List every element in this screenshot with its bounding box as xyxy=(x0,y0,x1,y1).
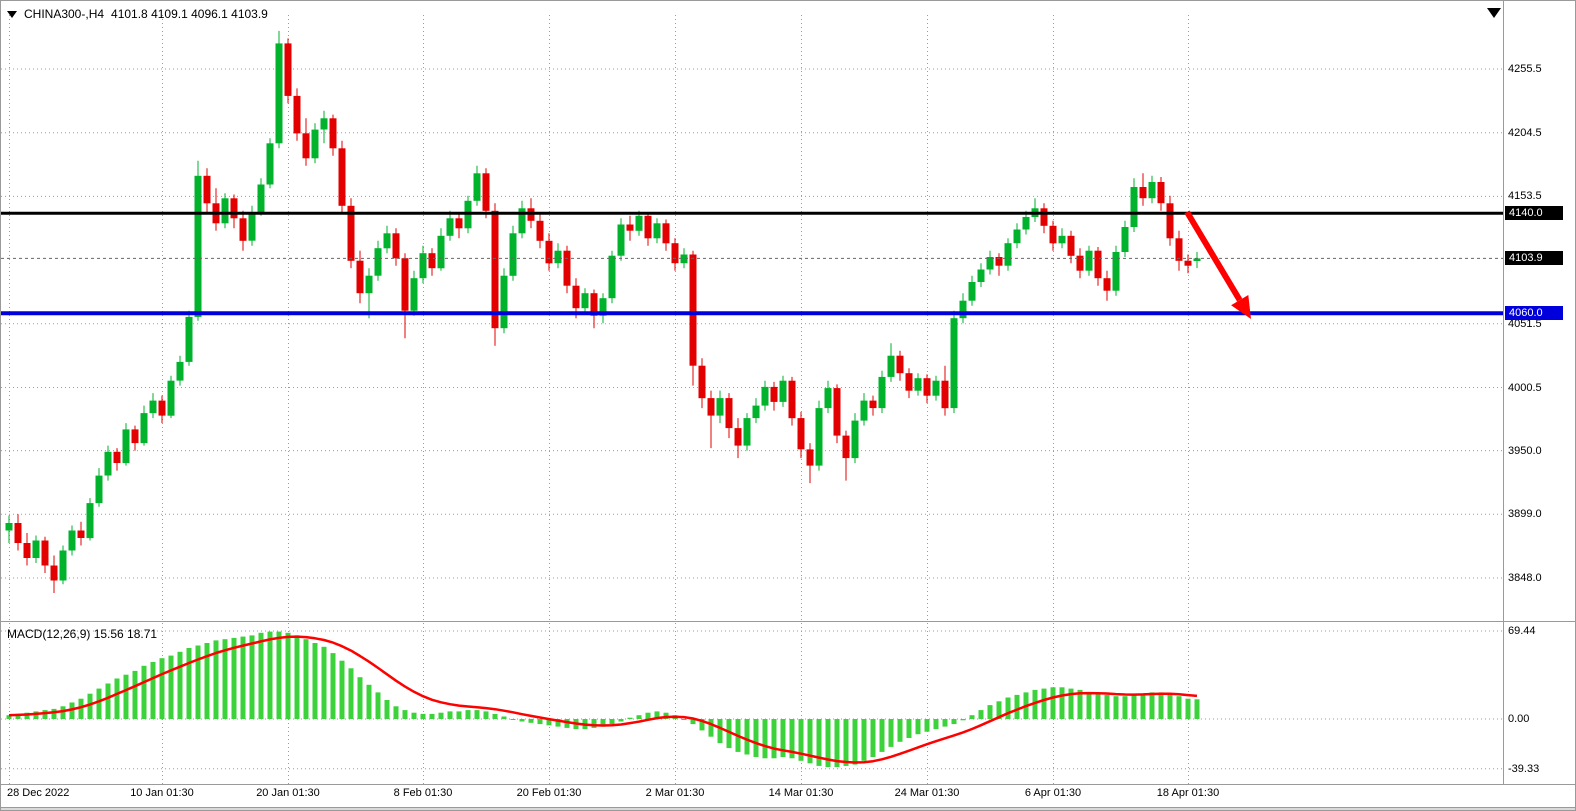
price-tick-label: 3899.0 xyxy=(1508,508,1542,520)
time-tick-label: 20 Jan 01:30 xyxy=(256,787,320,799)
macd-tick-label: -39.33 xyxy=(1508,763,1540,775)
symbol-period-label: CHINA300-,H4 xyxy=(24,7,105,21)
panel-borders xyxy=(1,1,1575,785)
macd-indicator-label: MACD(12,26,9) 15.56 18.71 xyxy=(7,627,158,641)
time-tick-label: 2 Mar 01:30 xyxy=(645,787,705,799)
macd-tick-label: 69.44 xyxy=(1508,625,1536,637)
price-badge: 4103.9 xyxy=(1505,251,1563,265)
price-tick-label: 4255.5 xyxy=(1508,63,1542,75)
macd-signal-line xyxy=(8,635,1198,764)
price-tick-label: 4051.5 xyxy=(1508,318,1542,330)
autoscroll-marker-icon[interactable] xyxy=(1487,8,1501,18)
time-tick-label: 20 Feb 01:30 xyxy=(516,787,582,799)
time-tick-label: 10 Jan 01:30 xyxy=(130,787,194,799)
time-tick-label: 24 Mar 01:30 xyxy=(894,787,960,799)
price-tick-label: 3950.0 xyxy=(1508,445,1542,457)
price-tick-label: 4000.5 xyxy=(1508,382,1542,394)
time-tick-label: 28 Dec 2022 xyxy=(7,787,70,799)
time-tick-label: 6 Apr 01:30 xyxy=(1024,787,1082,799)
price-badge: 4140.0 xyxy=(1505,206,1563,220)
time-tick-label: 18 Apr 01:30 xyxy=(1156,787,1220,799)
price-tick-label: 3848.0 xyxy=(1508,572,1542,584)
price-badge: 4060.0 xyxy=(1505,306,1563,320)
time-tick-label: 14 Mar 01:30 xyxy=(768,787,834,799)
price-tick-label: 4153.5 xyxy=(1508,190,1542,202)
candles xyxy=(5,30,1201,593)
price-tick-label: 4204.5 xyxy=(1508,127,1542,139)
chart-header: CHINA300-,H4 4101.8 4109.1 4096.1 4103.9 xyxy=(7,7,268,21)
trend-arrow[interactable] xyxy=(1184,210,1251,319)
window-bottom-strip xyxy=(1,807,1575,810)
ohlc-readout: 4101.8 4109.1 4096.1 4103.9 xyxy=(111,7,268,21)
macd-histogram xyxy=(6,631,1200,768)
symbol-triangle-icon xyxy=(7,10,17,18)
grid-layer xyxy=(1,15,1503,784)
time-tick-label: 8 Feb 01:30 xyxy=(393,787,453,799)
macd-tick-label: 0.00 xyxy=(1508,713,1530,725)
